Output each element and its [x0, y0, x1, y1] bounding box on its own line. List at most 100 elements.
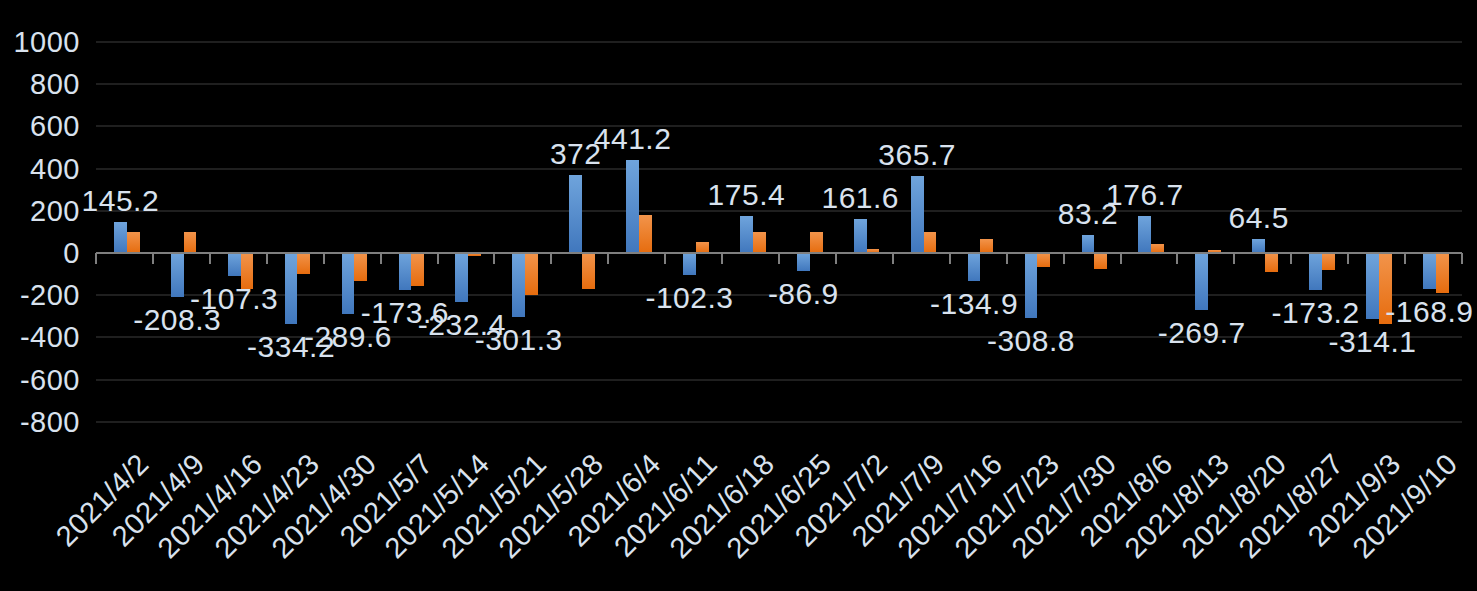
bar-series-1-blue: [171, 253, 184, 297]
bar-series-2-orange: [924, 232, 937, 253]
gridline: [96, 41, 1462, 43]
bar-series-1-blue: [911, 176, 924, 253]
bar-series-2-orange: [1037, 253, 1050, 267]
data-label: 365.7: [878, 139, 956, 170]
data-label: 145.2: [82, 185, 160, 216]
axis-tick-mark: [1461, 253, 1463, 264]
y-axis-tick-label: -200: [0, 280, 80, 310]
bar-series-1-blue: [285, 253, 298, 324]
bar-series-1-blue: [854, 219, 867, 253]
axis-tick-mark: [209, 253, 211, 264]
axis-tick-mark: [152, 253, 154, 264]
bar-series-2-orange: [1094, 253, 1107, 269]
axis-tick-mark: [1120, 253, 1122, 264]
axis-tick-mark: [1233, 253, 1235, 264]
bar-series-1-blue: [1423, 253, 1436, 289]
axis-tick-mark: [721, 253, 723, 264]
bar-series-2-orange: [127, 232, 140, 253]
bar-series-1-blue: [740, 216, 753, 253]
bar-series-1-blue: [797, 253, 810, 271]
gridline: [96, 125, 1462, 127]
y-axis-tick-label: 0: [0, 238, 80, 268]
bar-series-1-blue: [512, 253, 525, 317]
bar-series-1-blue: [114, 222, 127, 253]
bar-series-1-blue: [399, 253, 412, 290]
gridline: [96, 421, 1462, 423]
axis-tick-mark: [1290, 253, 1292, 264]
axis-tick-mark: [437, 253, 439, 264]
y-axis-tick-label: 1000: [0, 27, 80, 57]
bar-series-2-orange: [810, 232, 823, 253]
bar-series-1-blue: [1252, 239, 1265, 253]
data-label: -314.1: [1328, 326, 1416, 357]
gridline: [96, 379, 1462, 381]
bar-series-2-orange: [639, 215, 652, 253]
data-label: -107.3: [190, 283, 278, 314]
plot-area: 1000 800 600 400 200 0 -200 -400 -600 -800 145.2 -2…: [0, 0, 1477, 591]
axis-tick-mark: [949, 253, 951, 264]
axis-tick-mark: [778, 253, 780, 264]
data-label: -173.2: [1272, 297, 1360, 328]
data-label: -102.3: [645, 282, 733, 313]
data-label: 175.4: [708, 179, 786, 210]
data-label: -301.3: [475, 324, 563, 355]
bar-series-1-blue: [228, 253, 241, 276]
y-axis-tick-label: -600: [0, 365, 80, 395]
bar-series-1-blue: [1195, 253, 1208, 310]
axis-tick-mark: [664, 253, 666, 264]
bar-series-1-blue: [1025, 253, 1038, 318]
data-label: 64.5: [1228, 202, 1288, 233]
bar-series-2-orange: [753, 232, 766, 253]
bar-series-2-orange: [1436, 253, 1449, 293]
bar-series-2-orange: [411, 253, 424, 286]
data-label: 161.6: [821, 182, 899, 213]
y-axis-tick-label: 800: [0, 69, 80, 99]
axis-tick-mark: [95, 253, 97, 264]
y-axis-tick-label: -400: [0, 322, 80, 352]
gridline: [96, 168, 1462, 170]
bar-chart: 1000 800 600 400 200 0 -200 -400 -600 -800 145.2 -2…: [0, 0, 1477, 591]
bar-series-1-blue: [1138, 216, 1151, 253]
y-axis-tick-label: 600: [0, 111, 80, 141]
bar-series-2-orange: [297, 253, 310, 274]
bar-series-2-orange: [184, 232, 197, 253]
axis-tick-mark: [1176, 253, 1178, 264]
axis-tick-mark: [835, 253, 837, 264]
bar-series-1-blue: [626, 160, 639, 253]
data-label: -86.9: [768, 278, 839, 309]
bar-series-2-orange: [1265, 253, 1278, 272]
axis-tick-mark: [380, 253, 382, 264]
data-label: 441.2: [594, 123, 672, 154]
bar-series-2-orange: [582, 253, 595, 289]
bar-series-2-orange: [525, 253, 538, 295]
bar-series-1-blue: [1366, 253, 1379, 319]
bar-series-1-blue: [683, 253, 696, 275]
axis-tick-mark: [1347, 253, 1349, 264]
axis-tick-mark: [323, 253, 325, 264]
axis-tick-mark: [607, 253, 609, 264]
data-label: -134.9: [930, 288, 1018, 319]
bar-series-2-orange: [1322, 253, 1335, 270]
bar-series-1-blue: [968, 253, 981, 281]
data-label: -308.8: [987, 325, 1075, 356]
y-axis-tick-label: -800: [0, 407, 80, 437]
bar-series-1-blue: [455, 253, 468, 302]
bar-series-1-blue: [1309, 253, 1322, 290]
y-axis-tick-label: 200: [0, 196, 80, 226]
axis-tick-mark: [550, 253, 552, 264]
y-axis-tick-label: 400: [0, 154, 80, 184]
axis-tick-mark: [1006, 253, 1008, 264]
axis-tick-mark: [493, 253, 495, 264]
axis-tick-mark: [892, 253, 894, 264]
bar-series-2-orange: [354, 253, 367, 281]
bar-series-2-orange: [980, 239, 993, 253]
data-label: -269.7: [1158, 317, 1246, 348]
gridline: [96, 83, 1462, 85]
bar-series-1-blue: [342, 253, 355, 314]
data-label: -168.9: [1385, 296, 1473, 327]
bar-series-1-blue: [1082, 235, 1095, 253]
axis-tick-mark: [266, 253, 268, 264]
axis-tick-mark: [1404, 253, 1406, 264]
bar-series-1-blue: [569, 175, 582, 253]
data-label: 176.7: [1106, 179, 1184, 210]
